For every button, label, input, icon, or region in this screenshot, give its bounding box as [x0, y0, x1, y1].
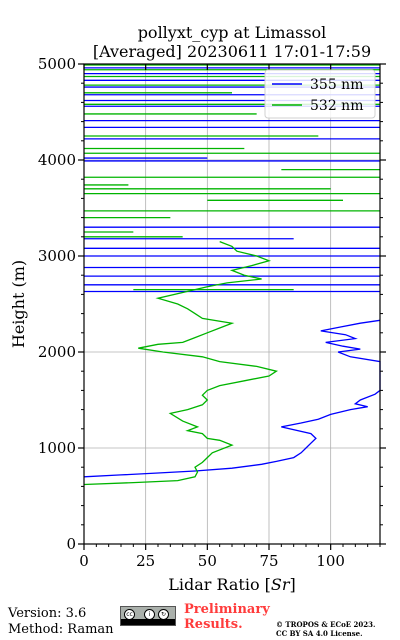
x-tick-label: 50 [198, 552, 217, 570]
lidar-ratio-chart: pollyxt_cyp at Limassol [Averaged] 20230… [9, 23, 386, 594]
y-tick-label: 1000 [38, 439, 76, 457]
x-tick-label: 100 [316, 552, 345, 570]
y-axis-label: Height (m) [9, 260, 28, 348]
preliminary-line-2: Results. [184, 617, 243, 632]
y-tick-label: 4000 [38, 151, 76, 169]
cc-badge-bar [121, 619, 175, 625]
chart-title: pollyxt_cyp at Limassol [138, 23, 327, 42]
x-tick-label: 75 [259, 552, 278, 570]
profile-line [83, 240, 279, 486]
profile-line [83, 319, 381, 478]
x-axis-label: Lidar Ratio [Sr] [168, 575, 296, 594]
copyright-line-1: © TROPOS & ECoE 2023. [276, 620, 376, 629]
series-group [83, 64, 381, 486]
y-tick-label: 3000 [38, 247, 76, 265]
series-532-nm [83, 64, 380, 486]
legend: 355 nm 532 nm [264, 69, 376, 119]
footer-info: Version: 3.6 Method: Raman [8, 606, 114, 638]
preliminary-line-1: Preliminary [184, 602, 270, 617]
chart-subtitle: [Averaged] 20230611 17:01-17:59 [93, 42, 371, 61]
legend-label: 355 nm [310, 77, 363, 93]
y-tick-label: 5000 [38, 55, 76, 73]
copyright-line-2: CC BY SA 4.0 License. [276, 629, 363, 638]
cc-license-badge: cc i ↻ [120, 606, 176, 626]
x-tick-label: 0 [79, 552, 89, 570]
method-text: Method: Raman [8, 622, 114, 637]
x-tick-label: 25 [136, 552, 155, 570]
copyright-notice: © TROPOS & ECoE 2023. CC BY SA 4.0 Licen… [276, 620, 375, 638]
preliminary-notice: Preliminary Results. [184, 602, 270, 632]
y-tick-label: 2000 [38, 343, 76, 361]
y-tick-label: 0 [66, 535, 76, 553]
legend-label: 532 nm [310, 98, 363, 114]
legend-box [264, 69, 376, 119]
version-text: Version: 3.6 [8, 606, 87, 621]
